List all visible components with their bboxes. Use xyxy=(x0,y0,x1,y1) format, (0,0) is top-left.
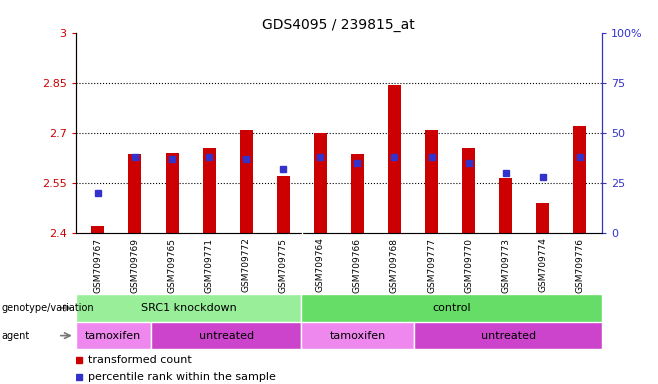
Bar xyxy=(277,176,290,233)
Text: GSM709766: GSM709766 xyxy=(353,238,362,293)
Text: GSM709768: GSM709768 xyxy=(390,238,399,293)
Bar xyxy=(425,129,438,233)
Bar xyxy=(151,322,301,349)
Bar xyxy=(351,154,364,233)
Title: GDS4095 / 239815_at: GDS4095 / 239815_at xyxy=(263,18,415,32)
Bar xyxy=(166,153,178,233)
Bar xyxy=(76,294,301,322)
Text: SRC1 knockdown: SRC1 knockdown xyxy=(141,303,236,313)
Text: GSM709777: GSM709777 xyxy=(427,238,436,293)
Text: agent: agent xyxy=(1,331,30,341)
Text: GSM709775: GSM709775 xyxy=(279,238,288,293)
Text: GSM709772: GSM709772 xyxy=(241,238,251,293)
Bar xyxy=(388,84,401,233)
Text: GSM709776: GSM709776 xyxy=(575,238,584,293)
Bar xyxy=(91,226,105,233)
Bar xyxy=(240,129,253,233)
Text: tamoxifen: tamoxifen xyxy=(85,331,141,341)
Text: percentile rank within the sample: percentile rank within the sample xyxy=(88,372,276,382)
Bar xyxy=(203,148,216,233)
Text: control: control xyxy=(432,303,471,313)
Text: GSM709769: GSM709769 xyxy=(130,238,139,293)
Text: untreated: untreated xyxy=(480,331,536,341)
Text: GSM709764: GSM709764 xyxy=(316,238,325,293)
Bar xyxy=(128,154,141,233)
Text: genotype/variation: genotype/variation xyxy=(1,303,94,313)
Text: GSM709770: GSM709770 xyxy=(464,238,473,293)
Text: transformed count: transformed count xyxy=(88,355,192,365)
Bar xyxy=(462,148,475,233)
Bar xyxy=(414,322,602,349)
Bar xyxy=(536,203,549,233)
Text: untreated: untreated xyxy=(199,331,253,341)
Text: GSM709774: GSM709774 xyxy=(538,238,547,293)
Bar xyxy=(573,126,586,233)
Text: GSM709765: GSM709765 xyxy=(168,238,176,293)
Text: tamoxifen: tamoxifen xyxy=(330,331,386,341)
Text: GSM709771: GSM709771 xyxy=(205,238,214,293)
Text: GSM709767: GSM709767 xyxy=(93,238,103,293)
Bar xyxy=(76,322,151,349)
Bar xyxy=(301,322,414,349)
Bar xyxy=(314,133,327,233)
Text: GSM709773: GSM709773 xyxy=(501,238,510,293)
Bar xyxy=(499,178,512,233)
Bar xyxy=(301,294,602,322)
